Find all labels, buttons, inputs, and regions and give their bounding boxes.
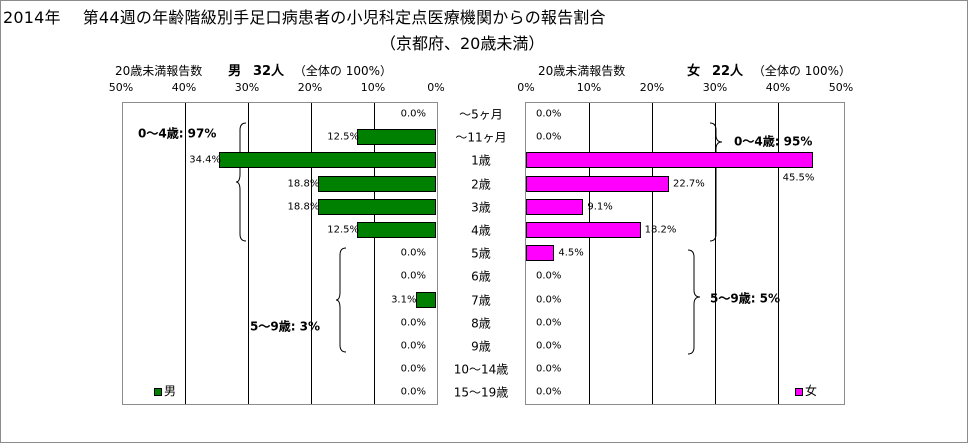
male-value-label: 3.1% <box>391 294 417 306</box>
female-value-label: 0.0% <box>536 386 562 398</box>
male-value-label: 0.0% <box>400 363 426 375</box>
male-legend: 男 <box>154 382 176 399</box>
female-header: 20歳未満報告数 女 22人 （全体の 100%） <box>538 64 851 79</box>
female-value-label: 0.0% <box>536 317 562 329</box>
female-x-tick: 0% <box>517 81 535 94</box>
male-value-label: 0.0% <box>400 108 426 120</box>
male-x-tick: 0% <box>427 81 445 94</box>
female-group-5-9-label: 5～9歳: 5% <box>710 291 781 306</box>
category-label: 5歳 <box>471 246 491 261</box>
male-x-tick: 40% <box>171 81 197 94</box>
category-label: 2歳 <box>471 177 491 192</box>
male-bar <box>219 152 436 169</box>
male-value-label: 12.5% <box>327 224 360 236</box>
female-bracket-0-4 <box>709 122 723 242</box>
female-group-0-4-label: 0～4歳: 95% <box>734 134 813 149</box>
female-value-label: 0.0% <box>536 294 562 306</box>
female-value-label: 0.0% <box>536 131 562 143</box>
category-label: 6歳 <box>471 269 491 284</box>
male-value-label: 0.0% <box>400 317 426 329</box>
category-label: ～5ヶ月 <box>459 107 503 122</box>
chart-subtitle: （京都府、20歳未満） <box>380 34 545 53</box>
category-label: 10～14歳 <box>453 362 509 377</box>
female-gridline <box>715 103 716 404</box>
female-bar <box>526 222 641 238</box>
female-bar <box>526 175 669 192</box>
male-value-label: 0.0% <box>400 340 426 352</box>
male-x-tick: 10% <box>360 81 386 94</box>
male-bracket-0-4 <box>235 122 247 242</box>
male-x-tick: 50% <box>108 81 134 94</box>
male-plot-area <box>122 102 438 405</box>
male-bar <box>317 198 436 215</box>
female-x-tick: 50% <box>828 81 854 94</box>
female-legend: 女 <box>795 382 817 399</box>
female-x-tick: 40% <box>765 81 791 94</box>
female-bracket-5-9 <box>687 249 701 355</box>
female-x-tick: 30% <box>702 81 728 94</box>
female-value-label: 0.0% <box>536 270 562 282</box>
male-gridline <box>374 103 375 404</box>
male-gridline <box>311 103 312 404</box>
category-label: 1歳 <box>471 153 491 168</box>
female-value-label: 18.2% <box>644 224 677 236</box>
male-bar <box>357 129 436 146</box>
female-value-label: 4.5% <box>558 247 584 259</box>
male-header: 20歳未満報告数 男 32人 （全体の 100%） <box>115 64 392 79</box>
female-x-tick: 10% <box>576 81 602 94</box>
male-x-tick: 30% <box>234 81 260 94</box>
male-group-5-9-label: 5～9歳: 3% <box>250 319 321 334</box>
female-legend-swatch <box>795 387 803 396</box>
male-legend-swatch <box>154 387 162 396</box>
category-label: 7歳 <box>471 293 491 308</box>
male-value-label: 0.0% <box>400 270 426 282</box>
male-gridline <box>248 103 249 404</box>
female-gridline <box>778 103 779 404</box>
category-label: 8歳 <box>471 316 491 331</box>
category-label: 9歳 <box>471 339 491 354</box>
male-gridline <box>185 103 186 404</box>
male-bar <box>416 291 436 308</box>
female-value-label: 0.0% <box>536 340 562 352</box>
male-group-0-4-label: 0～4歳: 97% <box>138 126 217 141</box>
female-bar <box>526 198 584 215</box>
male-value-label: 18.8% <box>287 201 320 213</box>
female-gridline <box>652 103 653 404</box>
male-x-tick: 20% <box>297 81 323 94</box>
chart-title: 2014年 第44週の年齢階級別手足口病患者の小児科定点医療機関からの報告割合 <box>3 8 606 27</box>
male-bar <box>317 175 436 192</box>
category-label: ～11ヶ月 <box>455 130 507 145</box>
category-label: 3歳 <box>471 200 491 215</box>
female-gridline <box>589 103 590 404</box>
female-value-label: 9.1% <box>587 201 613 213</box>
male-value-label: 34.4% <box>189 154 222 166</box>
category-label: 15～19歳 <box>453 385 509 400</box>
male-value-label: 12.5% <box>327 131 360 143</box>
male-bracket-5-9 <box>335 247 347 353</box>
female-value-label: 22.7% <box>673 178 705 190</box>
category-label: 4歳 <box>471 223 491 238</box>
female-value-label: 45.5% <box>782 172 815 184</box>
female-value-label: 0.0% <box>536 108 562 120</box>
male-bar <box>357 222 436 238</box>
female-bar <box>526 152 813 169</box>
female-bar <box>526 245 555 262</box>
female-value-label: 0.0% <box>536 363 562 375</box>
male-value-label: 0.0% <box>400 247 426 259</box>
female-x-tick: 20% <box>639 81 665 94</box>
male-value-label: 0.0% <box>400 386 426 398</box>
female-plot-area <box>525 102 845 405</box>
male-value-label: 18.8% <box>287 178 320 190</box>
